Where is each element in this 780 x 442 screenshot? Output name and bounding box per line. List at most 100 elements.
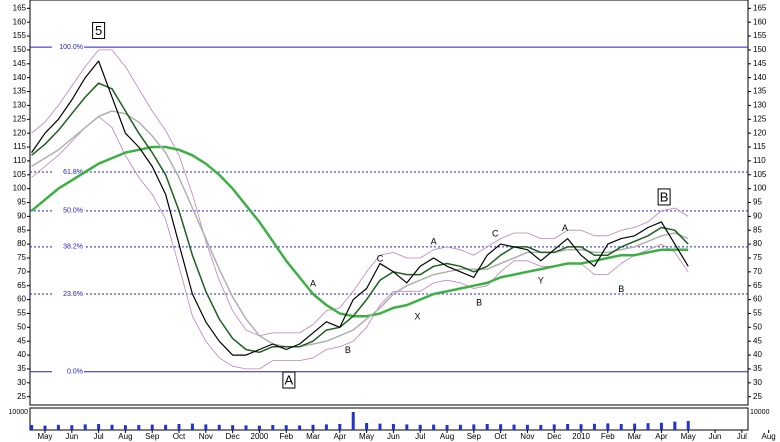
fib-label-bg (52, 205, 84, 216)
volume-bar (552, 424, 556, 430)
fib-label-bg (52, 366, 84, 377)
y-tick-label: 125 (753, 114, 767, 123)
series-line (31, 82, 689, 354)
y-tick-label: 100 (13, 184, 27, 193)
y-tick-label: 165 (13, 3, 27, 12)
y-tick-label: 110 (13, 156, 26, 165)
volume-bar (592, 423, 596, 430)
y-tick-label: 85 (753, 225, 762, 234)
volume-bar (579, 424, 583, 430)
volume-bar (432, 424, 436, 430)
volume-bar (190, 423, 194, 430)
volume-bar (123, 425, 127, 430)
volume-bar (257, 425, 261, 430)
fib-label-bg (52, 241, 84, 252)
x-tick-label: Sep (145, 432, 160, 441)
x-tick-label: Feb (279, 432, 293, 441)
series-line (31, 110, 689, 348)
volume-bar (566, 424, 570, 430)
fib-label: 38.2% (63, 244, 83, 251)
y-tick-label: 160 (13, 17, 27, 26)
volume-tick-label: 10000 (9, 409, 29, 416)
y-tick-label: 155 (753, 31, 767, 40)
x-tick-label: Nov (520, 432, 534, 441)
volume-bar (405, 424, 409, 430)
volume-bar (284, 425, 288, 430)
x-tick-label: Dec (547, 432, 561, 441)
x-tick-label: Jul (93, 432, 103, 441)
x-tick-label: 2000 (251, 432, 269, 441)
fib-label-bg (52, 166, 84, 177)
y-tick-label: 85 (17, 225, 26, 234)
wave-box (92, 22, 106, 40)
y-tick-label: 120 (753, 128, 767, 137)
y-tick-label: 110 (753, 156, 766, 165)
volume-bar (271, 425, 275, 430)
volume-bar (324, 424, 328, 430)
y-tick-label: 60 (17, 295, 26, 304)
y-tick-label: 145 (753, 59, 767, 68)
y-tick-label: 115 (13, 142, 26, 151)
y-tick-label: 55 (753, 309, 762, 318)
fib-label: 50.0% (63, 208, 83, 215)
y-tick-label: 30 (17, 378, 26, 387)
fib-label: 23.6% (63, 291, 83, 298)
volume-bar (338, 424, 342, 430)
y-tick-label: 120 (13, 128, 27, 137)
volume-bar (56, 424, 60, 430)
volume-bar (485, 424, 489, 430)
y-tick-label: 160 (753, 17, 767, 26)
wave-label: A (431, 237, 437, 247)
series-line (31, 60, 689, 356)
wave-label: C (377, 253, 384, 263)
x-tick-label: May (37, 432, 52, 441)
volume-bar (150, 424, 154, 430)
y-tick-label: 130 (13, 101, 27, 110)
y-tick-label: 95 (17, 198, 26, 207)
volume-bar (97, 424, 101, 430)
y-tick-label: 80 (753, 239, 762, 248)
y-tick-label: 95 (753, 198, 762, 207)
fib-label: 100.0% (59, 44, 83, 51)
fib-label-bg (52, 42, 84, 53)
y-tick-label: 145 (13, 59, 27, 68)
x-tick-label: 2010 (572, 432, 590, 441)
volume-bar (525, 424, 529, 430)
volume-bar (391, 424, 395, 430)
x-tick-label: May (681, 432, 696, 441)
x-tick-label: Dec (225, 432, 239, 441)
x-tick-label: Nov (199, 432, 213, 441)
y-tick-label: 155 (13, 31, 27, 40)
volume-bar (633, 423, 637, 430)
x-tick-label: Jun (387, 432, 400, 441)
wave-label: C (492, 228, 499, 238)
volume-bar (217, 424, 221, 430)
y-tick-label: 165 (753, 3, 767, 12)
y-tick-label: 55 (17, 309, 26, 318)
x-tick-label: Aug (762, 432, 776, 441)
y-tick-label: 150 (13, 45, 27, 54)
wave-label: 5 (95, 23, 102, 38)
volume-bar (619, 424, 623, 430)
y-tick-label: 105 (13, 170, 27, 179)
y-tick-label: 70 (753, 267, 762, 276)
x-tick-label: Jul (415, 432, 425, 441)
wave-label: X (415, 312, 421, 322)
y-tick-label: 100 (753, 184, 767, 193)
y-tick-label: 30 (753, 378, 762, 387)
x-tick-label: Jul (737, 432, 747, 441)
volume-bar (110, 424, 114, 430)
y-tick-label: 45 (753, 336, 762, 345)
y-tick-label: 60 (753, 295, 762, 304)
y-tick-label: 80 (17, 239, 26, 248)
fib-label: 0.0% (67, 369, 83, 376)
y-tick-label: 140 (753, 73, 767, 82)
wave-label: B (660, 189, 669, 204)
x-tick-label: Oct (494, 432, 507, 441)
y-tick-label: 40 (17, 350, 26, 359)
y-tick-label: 115 (753, 142, 766, 151)
y-tick-label: 50 (753, 322, 762, 331)
y-tick-label: 135 (13, 87, 27, 96)
volume-bar (646, 423, 650, 430)
